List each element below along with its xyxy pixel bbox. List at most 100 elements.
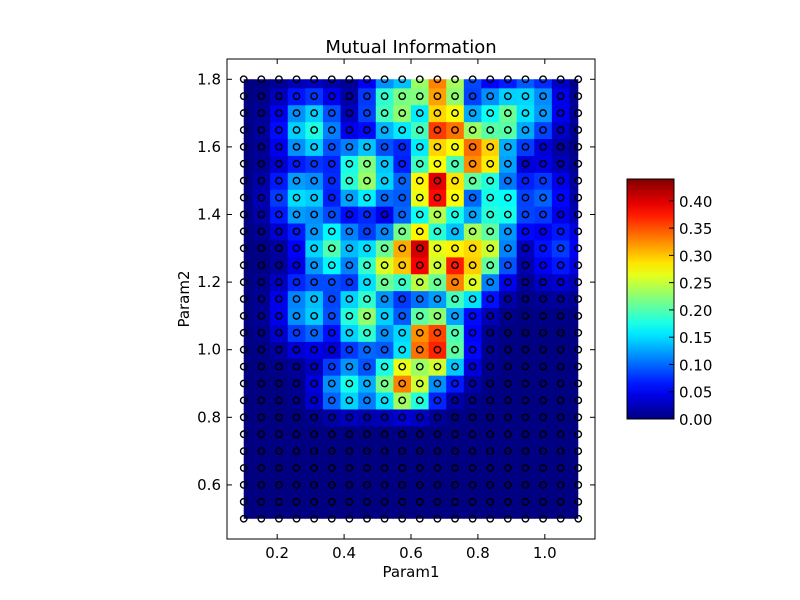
heatmap-cell	[551, 493, 571, 511]
sample-marker	[521, 227, 530, 236]
sample-marker	[275, 514, 283, 523]
heatmap-cell	[428, 408, 447, 427]
heatmap-cell	[375, 256, 394, 275]
sample-marker	[556, 514, 565, 523]
sample-marker	[398, 481, 407, 489]
heatmap-cell	[534, 425, 553, 444]
heatmap-cell	[243, 459, 254, 478]
sample-marker	[310, 244, 319, 253]
sample-marker	[345, 176, 354, 185]
heatmap-cell	[340, 442, 359, 461]
sample-marker	[363, 362, 371, 371]
heatmap-cell	[358, 79, 377, 89]
sample-marker	[433, 430, 442, 439]
heatmap-cell	[270, 510, 289, 519]
sample-marker	[363, 109, 371, 117]
heatmap-cell	[499, 256, 518, 275]
heatmap-cell	[270, 358, 289, 376]
sample-marker	[486, 295, 495, 303]
heatmap-cell	[551, 459, 571, 478]
heatmap-surface	[243, 79, 579, 519]
heatmap-cell	[322, 408, 342, 427]
sample-marker	[292, 345, 301, 354]
heatmap-cell	[463, 341, 483, 359]
sample-marker	[574, 126, 583, 134]
heatmap-cell	[499, 222, 518, 241]
heatmap-cell	[340, 172, 359, 190]
sample-marker	[292, 430, 301, 439]
sample-marker	[451, 345, 459, 354]
heatmap-cell	[375, 307, 394, 325]
sample-marker	[363, 379, 371, 388]
heatmap-cell	[499, 493, 518, 511]
sample-marker	[380, 227, 389, 236]
sample-marker	[556, 295, 565, 303]
sample-marker	[415, 362, 424, 371]
heatmap-cell	[481, 324, 500, 342]
sample-marker	[503, 295, 512, 303]
sample-marker	[292, 126, 301, 134]
heatmap-cell	[569, 138, 579, 156]
heatmap-cell	[270, 189, 289, 207]
heatmap-cell	[534, 442, 553, 461]
heatmap-cell	[551, 307, 571, 325]
sample-marker	[363, 430, 371, 439]
heatmap-cell	[243, 222, 254, 241]
sample-marker	[556, 142, 565, 151]
heatmap-cell	[243, 493, 254, 511]
heatmap-cell	[322, 324, 342, 342]
heatmap-cell	[252, 425, 271, 444]
sample-marker	[292, 261, 301, 270]
sample-marker	[574, 328, 583, 337]
heatmap-cell	[551, 239, 571, 258]
heatmap-cell	[270, 239, 289, 258]
heatmap-cell	[252, 189, 271, 207]
sample-marker	[275, 142, 283, 151]
sample-marker	[345, 345, 354, 354]
heatmap-cell	[358, 239, 377, 258]
sample-marker	[451, 193, 459, 202]
sample-marker	[275, 328, 283, 337]
sample-marker	[310, 497, 319, 506]
heatmap-cell	[428, 189, 447, 207]
sample-marker	[275, 126, 283, 134]
heatmap-cell	[375, 324, 394, 342]
sample-marker	[451, 481, 459, 489]
sample-marker	[521, 142, 530, 151]
sample-marker	[292, 92, 301, 101]
heatmap-cell	[428, 391, 447, 410]
sample-marker	[433, 514, 442, 523]
sample-marker	[574, 379, 583, 388]
sample-marker	[257, 311, 266, 320]
heatmap-cell	[516, 425, 535, 444]
sample-marker	[363, 396, 371, 405]
heatmap-cell	[243, 408, 254, 427]
heatmap-cell	[287, 391, 306, 410]
sample-marker	[275, 159, 283, 168]
heatmap-cell	[446, 206, 465, 224]
heatmap-cell	[534, 290, 553, 309]
heatmap-cell	[305, 256, 324, 275]
sample-marker	[539, 193, 547, 202]
heatmap-cell	[270, 155, 289, 173]
sample-marker	[327, 92, 336, 101]
heatmap-cell	[287, 172, 306, 190]
sample-marker	[433, 345, 442, 354]
heatmap-cell	[428, 104, 447, 123]
sample-marker	[486, 430, 495, 439]
heatmap-cell	[516, 104, 535, 123]
heatmap-cell	[252, 459, 271, 478]
sample-marker	[415, 193, 424, 202]
sample-marker	[503, 379, 512, 388]
sample-marker	[574, 210, 583, 219]
heatmap-cell	[499, 172, 518, 190]
heatmap-cell	[305, 155, 324, 173]
sample-marker	[239, 126, 248, 134]
heatmap-cell	[287, 189, 306, 207]
sample-marker	[363, 261, 371, 270]
sample-marker	[556, 176, 565, 185]
heatmap-cell	[499, 206, 518, 224]
heatmap-cell	[428, 256, 447, 275]
heatmap-cell	[243, 391, 254, 410]
